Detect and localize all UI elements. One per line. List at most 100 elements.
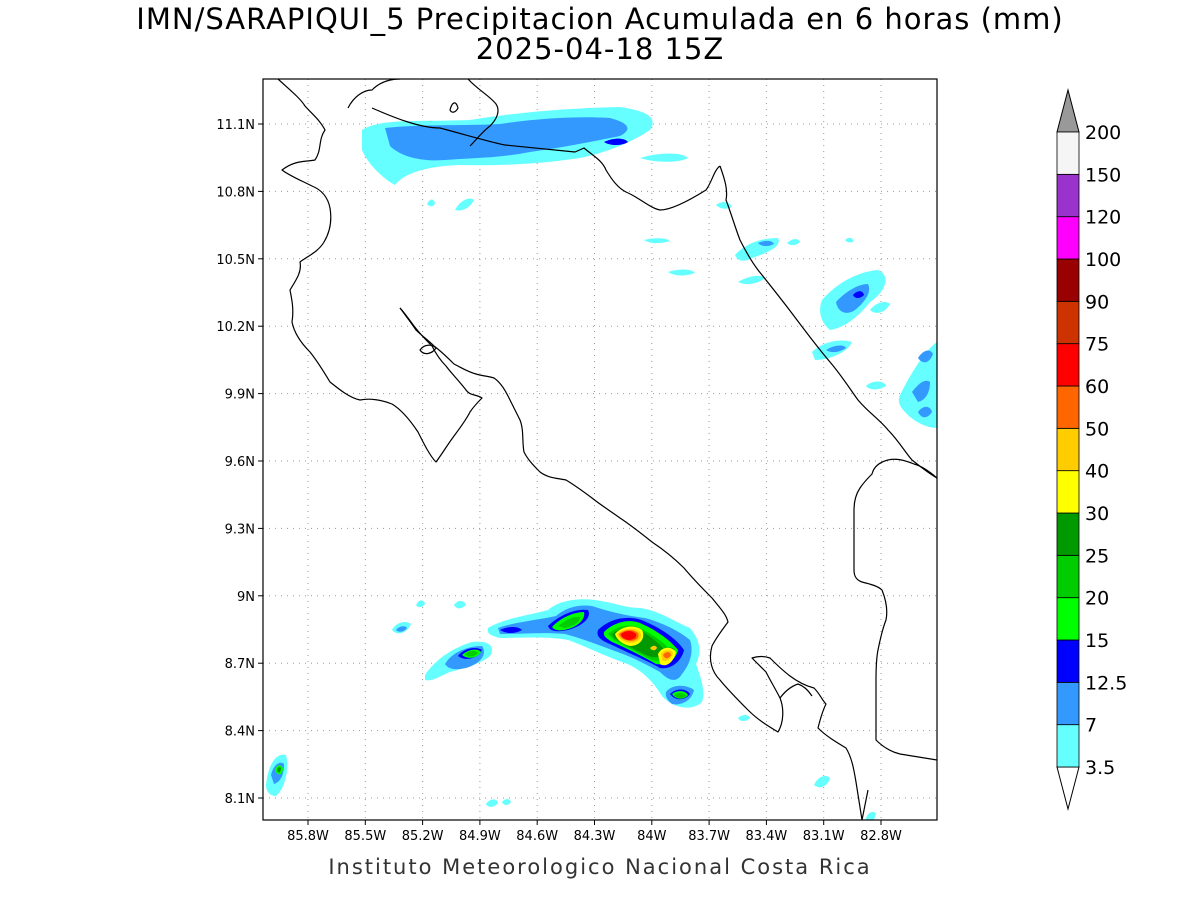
precip-area (663, 652, 671, 659)
precip-area (845, 237, 854, 243)
colorbar-segment (1056, 470, 1080, 514)
colorbar-over-triangle (1056, 88, 1080, 133)
y-tick-label: 10.8N (216, 185, 255, 200)
colorbar-segment (1056, 512, 1080, 556)
x-tick-label: 82.8W (860, 829, 902, 844)
colorbar-label: 20 (1085, 588, 1109, 610)
colorbar-label: 150 (1085, 164, 1121, 186)
colorbar-segment (1056, 554, 1080, 599)
gridlines (263, 79, 937, 820)
colorbar-label: 120 (1085, 207, 1121, 229)
precip-area (738, 715, 750, 721)
panama-border (853, 458, 937, 761)
colorbar-label: 200 (1085, 122, 1121, 144)
precip-area (866, 811, 876, 820)
precip-area (502, 799, 511, 805)
y-tick-label: 9N (237, 590, 255, 605)
precip-area (465, 650, 478, 657)
x-tick-label: 84W (637, 829, 667, 844)
precip-area (738, 275, 765, 285)
colorbar-label: 12.5 (1085, 672, 1127, 694)
colorbar-under-triangle (1056, 766, 1080, 811)
colorbar-segment (1056, 427, 1080, 472)
precip-area (640, 153, 688, 162)
colorbar-label: 25 (1085, 545, 1109, 567)
precip-area (668, 269, 695, 276)
precip-area (396, 626, 407, 632)
nicaragua-lake-shore (347, 79, 499, 147)
precip-area (898, 342, 937, 428)
colorbar-label: 15 (1085, 630, 1109, 652)
precip-area (427, 199, 435, 207)
coastlines (277, 79, 937, 820)
island-outline (419, 344, 437, 355)
colorbar-label: 50 (1085, 418, 1109, 440)
colorbar-label: 30 (1085, 503, 1109, 525)
precip-area (787, 239, 800, 246)
x-tick-label: 83.4W (745, 829, 787, 844)
colorbar-segment (1056, 724, 1080, 768)
x-tick-label: 85.2W (402, 829, 444, 844)
precip-area (500, 627, 522, 633)
colorbar-label: 75 (1085, 334, 1109, 356)
y-tick-label: 10.5N (216, 253, 255, 268)
precip-area (870, 302, 890, 313)
precipitation-field (266, 107, 937, 820)
colorbar-segment (1056, 639, 1080, 683)
colorbar-label: 90 (1085, 291, 1109, 313)
chart-subtitle: 2025-04-18 15Z (475, 32, 725, 66)
precip-area (621, 631, 637, 640)
y-tick-label: 8.1N (225, 792, 255, 807)
colorbar-label: 100 (1085, 249, 1121, 271)
precip-area (416, 600, 425, 608)
precip-area (853, 291, 864, 298)
colorbar-label: 60 (1085, 376, 1109, 398)
colorbar-segment (1056, 131, 1080, 175)
x-tick-label: 84.6W (516, 829, 558, 844)
y-tick-label: 8.4N (225, 725, 255, 740)
precip-area (735, 238, 779, 261)
y-tick-label: 9.3N (225, 522, 255, 537)
island-outline (449, 102, 459, 113)
caribbean-coast (719, 165, 937, 479)
colorbar-segment (1056, 681, 1080, 726)
precip-area (866, 381, 886, 390)
precip-area (604, 138, 628, 145)
map-area (263, 79, 937, 820)
precip-area (826, 345, 846, 353)
colorbar-segment (1056, 216, 1080, 260)
y-tick-label: 9.6N (225, 455, 255, 470)
precip-area (836, 284, 870, 313)
colorbar-segment (1056, 385, 1080, 429)
x-tick-label: 84.3W (574, 829, 616, 844)
colorbar-label: 40 (1085, 461, 1109, 483)
precip-area (650, 645, 657, 651)
colorbar-segment (1056, 258, 1080, 302)
colorbar-segment (1056, 173, 1080, 218)
nicaragua-border (371, 107, 721, 211)
precip-area (486, 799, 498, 807)
footer-credit: Instituto Meteorologico Nacional Costa R… (328, 855, 872, 879)
x-tick-label: 83.7W (688, 829, 730, 844)
colorbar-segment (1056, 597, 1080, 641)
y-tick-label: 8.7N (225, 657, 255, 672)
precip-area (277, 766, 281, 773)
x-axis: 85.8W 85.5W 85.2W 84.9W 84.6W 84.3W 84W 83.7W 83… (287, 820, 902, 844)
precip-area (455, 198, 474, 211)
colorbar-label: 7 (1085, 715, 1097, 737)
colorbar-segment (1056, 343, 1080, 387)
precip-area (918, 406, 932, 418)
nicoya-inner-coast (399, 307, 863, 820)
precip-area (558, 616, 580, 628)
precip-area (758, 240, 774, 247)
precip-area (385, 117, 628, 161)
map-frame (262, 78, 938, 821)
y-tick-label: 10.2N (216, 320, 255, 335)
precip-area (814, 776, 830, 788)
osa-peninsula-coast (779, 683, 813, 699)
precip-area (918, 350, 933, 363)
northwest-coast (277, 79, 483, 463)
precip-area (716, 202, 732, 209)
panama-south-coast (861, 789, 869, 820)
